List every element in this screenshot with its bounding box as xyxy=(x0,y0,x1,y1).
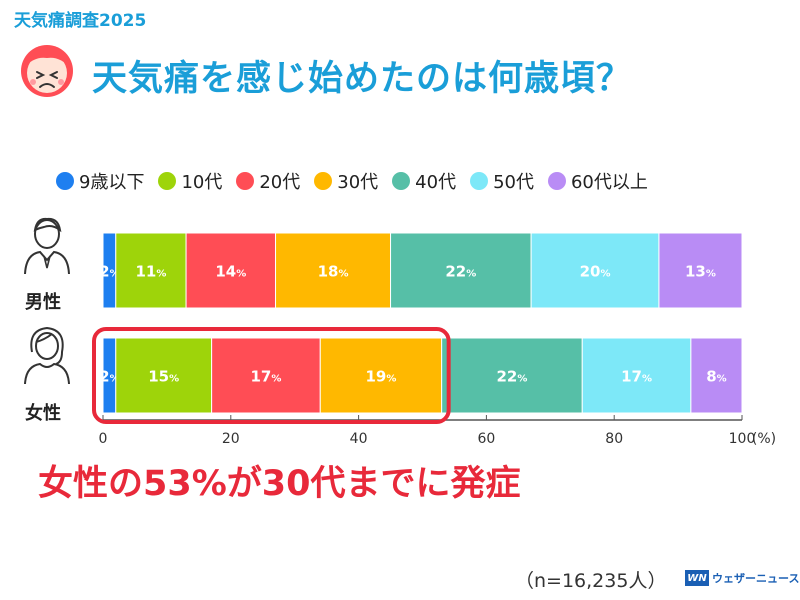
legend-item: 50代 xyxy=(470,168,534,194)
x-tick-label: 100 xyxy=(729,431,756,447)
x-tick-label: 20 xyxy=(222,431,240,447)
x-tick-label: 40 xyxy=(350,431,368,447)
legend-swatch xyxy=(547,172,566,190)
data-label: 19% xyxy=(366,368,397,386)
chart-legend: 9歳以下 10代 20代 30代 40代 50代 60代以上 xyxy=(56,168,662,194)
legend-label: 20代 xyxy=(259,172,301,193)
female-label: 女性 xyxy=(25,403,61,424)
legend-item: 60代以上 xyxy=(547,168,648,194)
bar-segment xyxy=(275,232,392,309)
data-label: 17% xyxy=(621,368,652,386)
data-label: 22% xyxy=(445,263,476,281)
stacked-bar-chart: 2% 11% 14% 18% 22% 20% 13% 2% 15% 17% 19% 22% 17% 8% 0… xyxy=(92,232,776,447)
x-tick-label: 80 xyxy=(605,431,623,447)
data-label: 17% xyxy=(250,368,281,386)
data-label: 22% xyxy=(497,368,528,386)
legend-swatch xyxy=(236,172,255,190)
brand-name: ウェザーニュース xyxy=(712,572,800,585)
x-axis-unit: (%) xyxy=(752,431,776,447)
female-person-icon xyxy=(24,326,70,385)
male-person-icon xyxy=(24,217,70,275)
bar-segment xyxy=(211,337,321,414)
bar-segment xyxy=(390,232,532,309)
male-label: 男性 xyxy=(25,292,61,313)
bar-segment xyxy=(658,232,743,309)
bar-segment xyxy=(185,232,277,309)
x-tick-label: 60 xyxy=(477,431,495,447)
legend-label: 30代 xyxy=(337,172,379,193)
bar-segment xyxy=(581,337,692,414)
data-label: 2% xyxy=(99,368,119,386)
legend-item: 30代 xyxy=(314,168,378,194)
legend-swatch xyxy=(470,172,489,190)
sample-size-note: （n=16,235人） xyxy=(515,570,667,592)
header-tag: 天気痛調査2025 xyxy=(14,11,147,31)
brand-logo: WN ウェザーニュース xyxy=(685,570,799,586)
data-label: 13% xyxy=(685,263,716,281)
bar-segment xyxy=(115,232,187,309)
headline: 女性の53%が30代までに発症 xyxy=(38,464,521,504)
bar-segment xyxy=(690,337,743,414)
legend-swatch xyxy=(56,172,74,190)
bar-segment xyxy=(319,337,443,414)
legend-label: 10代 xyxy=(181,172,223,193)
legend-swatch xyxy=(158,172,177,190)
data-label: 14% xyxy=(215,263,246,281)
legend-label: 40代 xyxy=(415,172,457,193)
page-title: 天気痛を感じ始めたのは何歳頃？ xyxy=(92,59,633,99)
legend-label: 50代 xyxy=(493,172,534,193)
legend-label: 60代以上 xyxy=(570,172,648,193)
brand-mark: WN xyxy=(685,570,709,586)
data-label: 15% xyxy=(148,368,179,386)
data-label: 11% xyxy=(135,263,166,281)
legend-label: 9歳以下 xyxy=(79,172,145,193)
x-tick-label: 0 xyxy=(99,431,108,447)
legend-swatch xyxy=(392,172,411,190)
legend-item: 10代 xyxy=(158,168,222,194)
bar-segment xyxy=(530,232,660,309)
data-label: 18% xyxy=(318,263,349,281)
legend-item: 40代 xyxy=(392,168,456,194)
legend-item: 9歳以下 xyxy=(56,168,144,194)
highlight-frame xyxy=(92,327,451,424)
data-label: 8% xyxy=(706,368,726,386)
legend-swatch xyxy=(314,172,333,190)
data-label: 20% xyxy=(580,263,611,281)
pained-face-icon xyxy=(21,45,73,97)
data-label: 2% xyxy=(99,263,119,281)
legend-item: 20代 xyxy=(236,168,300,194)
